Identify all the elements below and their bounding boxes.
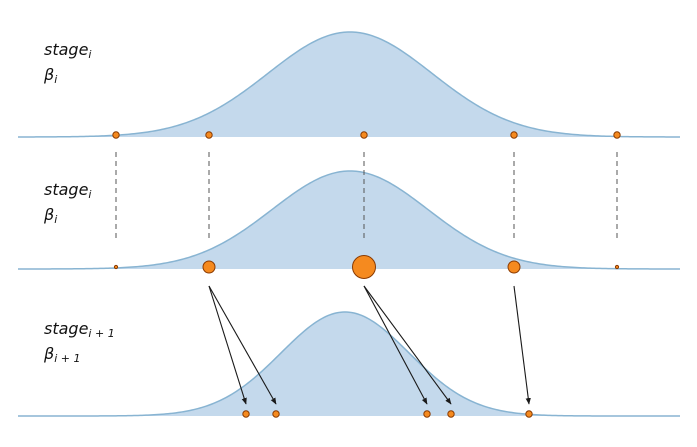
stage-subscript: i + 1 (88, 327, 115, 340)
particle-stage-3-2 (272, 410, 280, 418)
particle-stage-3-5 (525, 410, 533, 418)
particle-stage-2-3 (352, 255, 376, 279)
distribution-fill-2 (18, 171, 681, 269)
resampling-arrow-5 (513, 285, 531, 405)
resampling-arrow-2 (208, 285, 277, 405)
resampling-arrow-4 (363, 285, 452, 405)
particle-stage-1-4 (510, 131, 518, 139)
stage-subscript: i (88, 188, 92, 201)
distribution-fill-1 (18, 32, 681, 137)
distribution-curve-3 (18, 311, 680, 417)
stage-text: stage (44, 40, 89, 59)
beta-text: β (44, 205, 55, 224)
beta-subscript: i (54, 213, 58, 226)
resampling-arrow-3 (363, 285, 428, 405)
stage-subscript: i (88, 48, 92, 61)
particle-stage-1-5 (613, 131, 621, 139)
beta-text: β (44, 344, 55, 363)
distribution-curve-2 (18, 170, 680, 270)
distribution-curves (18, 31, 681, 417)
particle-stage-1-2 (205, 131, 213, 139)
particle-stage-2-1 (113, 264, 119, 270)
stage-text: stage (44, 180, 89, 199)
resampling-arrows (208, 285, 531, 405)
dashed-guides (115, 152, 618, 242)
beta-subscript: i + 1 (54, 352, 81, 365)
particle-stage-3-3 (423, 410, 431, 418)
distribution-fill-3 (18, 312, 681, 416)
particle-stage-2-5 (614, 264, 620, 270)
particle-stage-1-1 (112, 131, 120, 139)
stage-label-1: stagei βi (44, 40, 91, 90)
particle-stage-2-2 (202, 260, 216, 274)
stage-text: stage (44, 319, 89, 338)
stage-label-2: stagei βi (44, 180, 91, 230)
resampling-arrow-1 (208, 285, 247, 405)
particle-stage-3-1 (242, 410, 250, 418)
particle-stage-3-4 (447, 410, 455, 418)
distribution-curve-1 (18, 31, 681, 138)
beta-text: β (44, 65, 55, 84)
stage-label-3: stagei + 1 βi + 1 (44, 319, 115, 369)
beta-subscript: i (54, 73, 58, 86)
particles (112, 131, 621, 418)
particle-stage-1-3 (360, 131, 368, 139)
particle-stage-2-4 (507, 260, 521, 274)
